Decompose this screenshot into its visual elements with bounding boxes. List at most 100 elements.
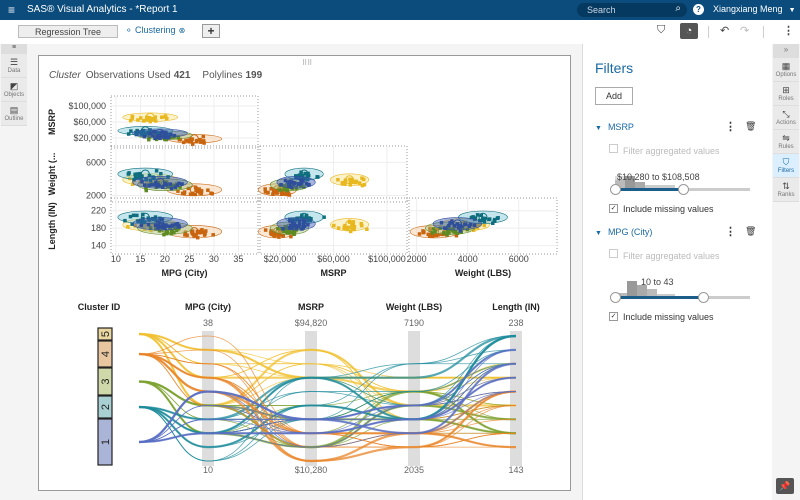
- rail-objects[interactable]: ◩ Objects: [1, 78, 27, 102]
- rail-data[interactable]: ☰ Data: [1, 54, 27, 78]
- data-point: [291, 222, 295, 226]
- data-point: [175, 183, 180, 188]
- data-point: [343, 182, 347, 186]
- database-icon: ☰: [9, 57, 19, 67]
- aggregated-label: Filter aggregated values: [623, 251, 720, 261]
- data-point: [200, 230, 205, 235]
- data-point: [147, 135, 151, 139]
- data-point: [442, 226, 447, 230]
- data-point: [280, 187, 285, 192]
- data-point: [170, 224, 175, 228]
- more-options-icon[interactable]: ⋮: [725, 121, 736, 133]
- data-point: [436, 233, 440, 237]
- left-rail: ≡ ☰ Data ◩ Objects ▤ Outline: [0, 44, 28, 500]
- y-tick-label: 140: [91, 241, 106, 251]
- data-point: [152, 176, 156, 180]
- user-menu[interactable]: Xiangxiang Meng ▼: [713, 4, 796, 14]
- close-tab-icon[interactable]: ⊗: [178, 26, 186, 35]
- filter-icon[interactable]: ⛉: [657, 24, 666, 36]
- data-point: [154, 169, 159, 173]
- data-point: [144, 186, 148, 191]
- search-input[interactable]: Search ⌕: [577, 3, 687, 17]
- drag-handle-icon[interactable]: ⠿⠿: [302, 59, 312, 67]
- slider-max-handle[interactable]: [697, 292, 709, 303]
- expand-panel-icon[interactable]: »: [773, 44, 799, 58]
- data-point: [281, 234, 285, 238]
- y-tick-label: 6000: [86, 157, 106, 167]
- data-point: [348, 183, 353, 187]
- data-point: [483, 216, 487, 221]
- data-point: [137, 175, 141, 180]
- data-point: [142, 129, 146, 134]
- rail-roles[interactable]: ⊞ Roles: [773, 82, 799, 106]
- cluster-centroid: [345, 175, 355, 185]
- search-placeholder: Search: [587, 5, 616, 15]
- data-point: [481, 216, 485, 220]
- data-point: [350, 224, 354, 228]
- tab-clustering[interactable]: ⚬ Clustering ⊗: [125, 25, 185, 36]
- search-icon[interactable]: ⌕: [675, 3, 681, 14]
- data-point: [198, 189, 203, 193]
- help-icon[interactable]: ?: [693, 4, 704, 15]
- data-point: [336, 178, 340, 182]
- aggregated-checkbox[interactable]: [609, 249, 618, 258]
- rail-actions[interactable]: ⤡ Actions: [773, 106, 799, 130]
- cluster-id-label: 5: [100, 331, 112, 337]
- add-filter-button[interactable]: Add: [595, 87, 633, 105]
- data-point: [271, 192, 275, 196]
- rail-options[interactable]: ▦ Options: [773, 58, 799, 82]
- tab-regression-tree[interactable]: Regression Tree: [18, 25, 118, 38]
- auto-refresh-icon[interactable]: ◔: [680, 23, 698, 39]
- data-point: [452, 223, 457, 228]
- app-title: SAS® Visual Analytics - *Report 1: [27, 4, 178, 15]
- slider-max-handle[interactable]: [677, 184, 689, 195]
- collapse-icon[interactable]: ≡: [1, 44, 27, 54]
- filter-header[interactable]: ▼ MSRP: [595, 122, 634, 132]
- y-tick-label: $100,000: [68, 101, 106, 111]
- include-missing-checkbox[interactable]: ✓: [609, 312, 618, 321]
- aggregated-checkbox[interactable]: [609, 144, 618, 153]
- data-point: [206, 188, 210, 192]
- add-page-button[interactable]: +: [202, 24, 220, 38]
- rail-filters[interactable]: ⛉ Filters: [773, 154, 799, 178]
- slider-min-handle[interactable]: [610, 292, 621, 303]
- pin-icon[interactable]: 📌: [776, 478, 794, 494]
- rail-rules[interactable]: ⇋ Rules: [773, 130, 799, 154]
- trash-icon[interactable]: 🗑: [745, 121, 757, 131]
- cluster-visualization[interactable]: ⠿⠿ Cluster Observations Used 421 Polylines 1…: [39, 56, 572, 492]
- data-point: [286, 191, 291, 195]
- rail-outline[interactable]: ▤ Outline: [1, 102, 27, 126]
- redo-icon[interactable]: ↷: [740, 25, 750, 37]
- filter-name: MSRP: [607, 122, 634, 132]
- undo-icon[interactable]: ↶: [720, 25, 730, 37]
- data-point: [134, 130, 138, 135]
- data-point: [284, 225, 289, 230]
- data-point: [447, 223, 451, 228]
- data-point: [336, 226, 341, 230]
- data-point: [358, 182, 362, 186]
- cluster-id-bar: [97, 418, 113, 466]
- filter-header[interactable]: ▼ MPG (City): [595, 227, 652, 237]
- cluster-id-bar: [97, 340, 113, 368]
- trash-icon[interactable]: 🗑: [745, 226, 757, 236]
- filter-name: MPG (City): [607, 227, 653, 237]
- data-point: [202, 141, 206, 145]
- hamburger-menu-icon[interactable]: ≡: [8, 3, 16, 17]
- data-point: [148, 131, 152, 136]
- cluster-centroid: [189, 227, 199, 237]
- include-missing-checkbox[interactable]: ✓: [609, 204, 618, 213]
- data-point: [144, 177, 148, 182]
- data-point: [289, 234, 293, 239]
- data-point: [475, 226, 480, 230]
- data-point: [275, 191, 279, 195]
- data-point: [167, 224, 172, 228]
- polyline-cluster-2: [138, 335, 517, 462]
- rail-ranks[interactable]: ⇅ Ranks: [773, 178, 799, 202]
- more-options-icon[interactable]: ⋮: [725, 226, 736, 238]
- more-options-icon[interactable]: ⋮: [783, 25, 794, 37]
- slider-min-handle[interactable]: [610, 184, 621, 195]
- data-point: [457, 223, 462, 228]
- data-point: [140, 219, 144, 223]
- x-tick-label: 2000: [407, 254, 427, 264]
- data-point: [365, 227, 369, 232]
